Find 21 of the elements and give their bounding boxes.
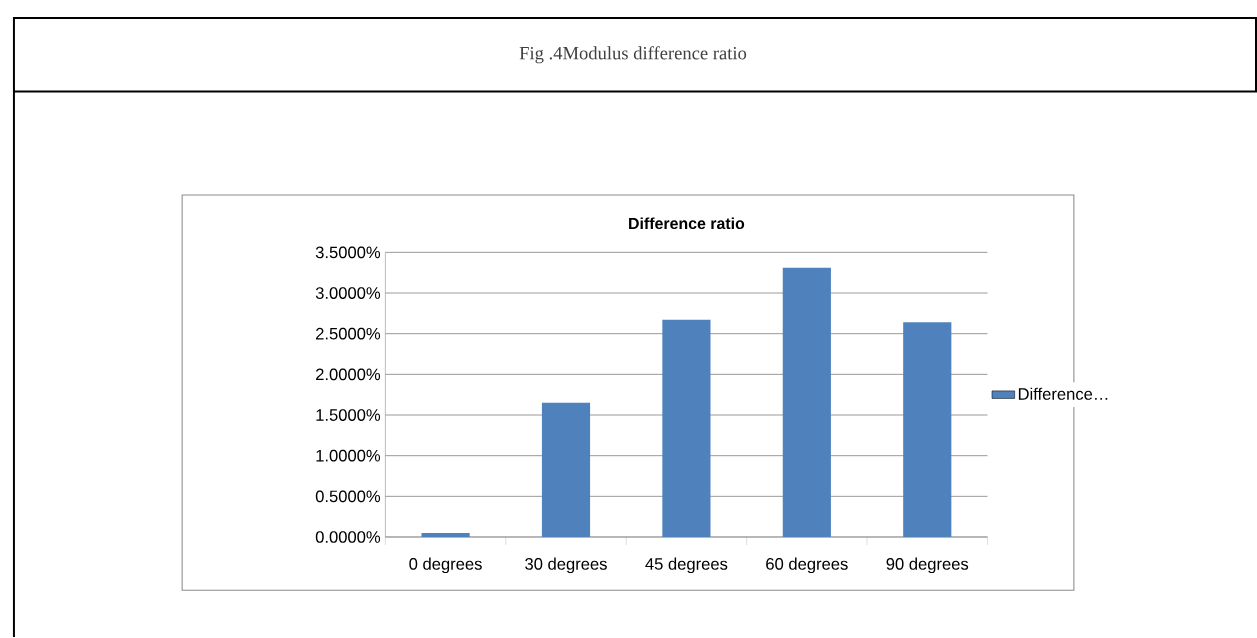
y-tick-label: 3.5000% <box>315 246 381 259</box>
x-tick-label: 90 degrees <box>886 557 969 574</box>
y-tick-label: 2.5000% <box>316 327 381 340</box>
bar <box>421 532 470 538</box>
x-tick-label: 30 degrees <box>525 557 607 574</box>
bar <box>662 319 711 538</box>
y-tick-label: 1.0000% <box>316 449 381 462</box>
y-tick-label: 0.5000% <box>315 490 381 503</box>
text: Fig .4Modulus difference ratio <box>519 46 747 64</box>
y-tick-label: 2.0000% <box>316 368 381 381</box>
bar <box>541 402 591 538</box>
y-tick-label: 3.0000% <box>315 287 381 299</box>
bar <box>782 267 831 538</box>
x-tick-label: 45 degrees <box>645 557 728 574</box>
chart-title: Difference ratio <box>629 217 745 230</box>
y-tick-label: 0.0000% <box>315 531 381 543</box>
x-tick-label: 0 degrees <box>409 557 482 574</box>
x-tick-label: 60 degrees <box>766 557 848 574</box>
legend-label: Difference… <box>1018 387 1108 400</box>
y-tick-label: 1.5000% <box>316 409 381 421</box>
bar <box>903 322 952 538</box>
